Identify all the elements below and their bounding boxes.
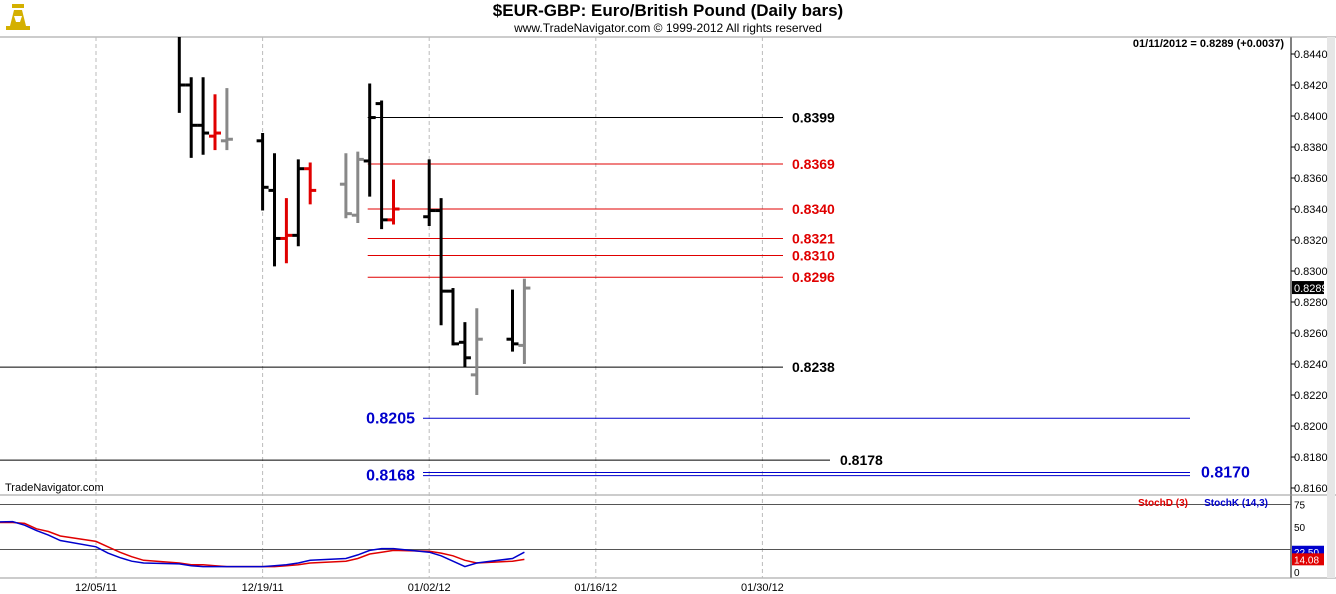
stoch-y-tick-label: 75 bbox=[1294, 501, 1306, 512]
x-tick-label: 01/30/12 bbox=[741, 582, 784, 594]
current-price-box bbox=[1292, 281, 1324, 295]
ohlc-bar bbox=[351, 151, 364, 223]
y-tick-label: 0.8420 bbox=[1294, 80, 1328, 92]
y-tick-label: 0.8400 bbox=[1294, 111, 1328, 123]
ohlc-bar bbox=[387, 179, 400, 225]
ohlc-bar bbox=[518, 278, 531, 364]
y-tick-label: 0.8280 bbox=[1294, 297, 1328, 309]
ohlc-bar bbox=[447, 288, 459, 346]
ohlc-bar bbox=[256, 133, 269, 211]
ohlc-bar bbox=[470, 308, 483, 395]
y-tick-label: 0.8320 bbox=[1294, 235, 1328, 247]
stochk-line bbox=[0, 520, 525, 568]
ohlc-bar bbox=[292, 159, 305, 247]
price-level-label: 0.8369 bbox=[792, 156, 835, 172]
price-level-label: 0.8205 bbox=[366, 410, 415, 427]
price-level-label: 0.8321 bbox=[792, 230, 835, 246]
copyright-text: www.TradeNavigator.com © 1999-2012 All r… bbox=[514, 21, 822, 35]
y-tick-label: 0.8160 bbox=[1294, 483, 1328, 495]
last-quote-label: 01/11/2012 = 0.8289 (+0.0037) bbox=[1133, 38, 1284, 50]
legend-stoch-k: StochK (14,3) bbox=[1204, 498, 1268, 509]
ohlc-bar bbox=[506, 289, 519, 352]
chart-title: $EUR-GBP: Euro/British Pound (Daily bars… bbox=[492, 1, 844, 20]
ohlc-bar bbox=[268, 153, 281, 267]
price-level-label: 0.8340 bbox=[792, 201, 835, 217]
ohlc-bar bbox=[185, 77, 198, 158]
ohlc-bar bbox=[435, 198, 448, 326]
legend-stoch-d: StochD (3) bbox=[1138, 498, 1188, 509]
price-level-label: 0.8238 bbox=[792, 359, 835, 375]
stochk-value-label: 22.50 bbox=[1294, 548, 1319, 559]
price-level-label: 0.8310 bbox=[792, 248, 835, 264]
current-price-label: 0.8289 bbox=[1294, 283, 1328, 295]
trade-navigator-logo-icon bbox=[6, 4, 30, 30]
y-tick-label: 0.8340 bbox=[1294, 204, 1328, 216]
y-tick-label: 0.8380 bbox=[1294, 142, 1328, 154]
x-tick-label: 01/02/12 bbox=[408, 582, 451, 594]
ohlc-bar bbox=[339, 153, 352, 219]
price-level-label: 0.8168 bbox=[366, 468, 415, 485]
y-tick-label: 0.8440 bbox=[1294, 49, 1328, 61]
price-level-label: 0.8170 bbox=[1201, 465, 1250, 482]
y-tick-label: 0.8300 bbox=[1294, 266, 1328, 278]
price-level-label: 0.8399 bbox=[792, 110, 835, 126]
stoch-y-tick-label: 0 bbox=[1294, 568, 1300, 579]
ohlc-bar bbox=[423, 159, 436, 227]
stochd-line bbox=[0, 521, 525, 568]
scrollbar-track[interactable] bbox=[1327, 37, 1335, 578]
ohlc-bar bbox=[209, 94, 221, 151]
ohlc-bar bbox=[458, 322, 471, 368]
y-tick-label: 0.8260 bbox=[1294, 328, 1328, 340]
stochd-value-label: 14.08 bbox=[1294, 555, 1319, 566]
price-level-label: 0.8296 bbox=[792, 269, 835, 285]
ohlc-bar bbox=[363, 83, 376, 197]
y-tick-label: 0.8240 bbox=[1294, 359, 1328, 371]
x-tick-label: 01/16/12 bbox=[574, 582, 617, 594]
ohlc-bar bbox=[280, 198, 293, 264]
y-tick-label: 0.8180 bbox=[1294, 452, 1328, 464]
watermark-label: TradeNavigator.com bbox=[5, 482, 104, 494]
ohlc-bar bbox=[177, 37, 186, 113]
ohlc-bar bbox=[304, 162, 317, 205]
ohlc-bar bbox=[220, 88, 233, 151]
ohlc-bar bbox=[375, 100, 388, 230]
price-level-label: 0.8178 bbox=[840, 452, 883, 468]
y-tick-label: 0.8360 bbox=[1294, 173, 1328, 185]
y-tick-label: 0.8200 bbox=[1294, 421, 1328, 433]
stochd-value-box bbox=[1292, 553, 1324, 566]
ohlc-bar bbox=[197, 77, 210, 155]
stoch-y-tick-label: 50 bbox=[1294, 523, 1306, 534]
x-tick-label: 12/19/11 bbox=[242, 582, 284, 594]
x-tick-label: 12/05/11 bbox=[75, 582, 117, 594]
y-tick-label: 0.8220 bbox=[1294, 390, 1328, 402]
